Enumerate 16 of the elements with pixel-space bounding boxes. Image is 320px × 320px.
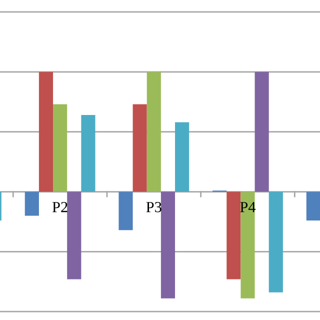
bar bbox=[306, 192, 320, 221]
x-tick-label: P2 bbox=[52, 202, 68, 212]
bar bbox=[226, 192, 241, 280]
bar bbox=[254, 72, 269, 192]
bar bbox=[53, 104, 68, 192]
bar bbox=[81, 115, 96, 192]
bar bbox=[240, 192, 255, 298]
bar bbox=[132, 104, 147, 192]
bar bbox=[38, 72, 54, 192]
bar bbox=[146, 72, 161, 192]
bar bbox=[67, 192, 82, 280]
bar bbox=[118, 192, 133, 230]
bar bbox=[160, 192, 176, 298]
bar bbox=[268, 192, 283, 292]
bar bbox=[24, 192, 39, 216]
bar bbox=[175, 122, 190, 192]
